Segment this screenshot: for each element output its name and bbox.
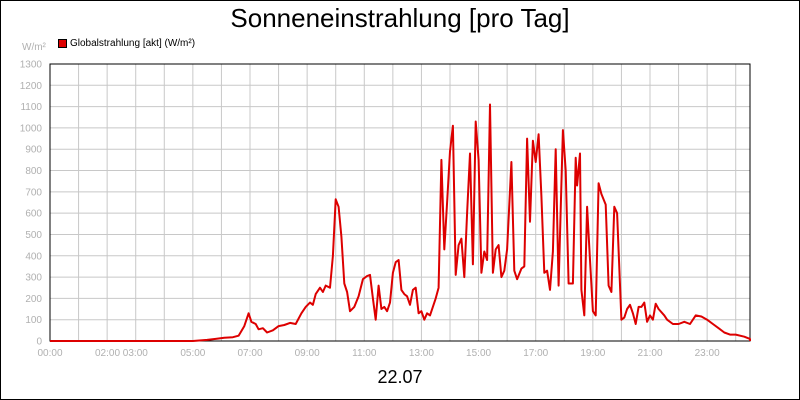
y-tick-label: 1200	[20, 81, 43, 92]
x-tick-label: 15:00	[466, 348, 491, 359]
y-tick-label: 600	[25, 209, 42, 220]
x-tick-label: 11:00	[352, 348, 377, 359]
chart-title: Sonneneinstrahlung [pro Tag]	[230, 3, 570, 33]
y-tick-label: 0	[36, 337, 42, 348]
x-tick-label: 07:00	[237, 348, 262, 359]
legend-label: Globalstrahlung [akt] (W/m²)	[70, 38, 196, 49]
legend: Globalstrahlung [akt] (W/m²)	[58, 38, 195, 49]
x-tick-label: 00:00	[37, 348, 62, 359]
x-tick-label: 19:00	[580, 348, 605, 359]
y-tick-label: 800	[25, 166, 42, 177]
x-tick-label: 17:00	[523, 348, 548, 359]
x-tick-label: 02:00 03:00	[95, 348, 148, 359]
y-tick-label: 300	[25, 273, 42, 284]
y-tick-label: 100	[25, 315, 42, 326]
y-tick-label: 500	[25, 230, 42, 241]
plot-border	[49, 63, 751, 342]
x-tick-label: 09:00	[295, 348, 320, 359]
x-axis-label: 22.07	[377, 367, 423, 387]
x-tick-label: 23:00	[695, 348, 720, 359]
series-line	[50, 103, 751, 342]
y-tick-label: 700	[25, 187, 42, 198]
y-tick-label: 1000	[20, 123, 43, 134]
y-tick-label: 400	[25, 251, 42, 262]
y-tick-label: 900	[25, 145, 42, 156]
x-tick-label: 13:00	[409, 348, 434, 359]
y-tick-label: 200	[25, 294, 42, 305]
x-tick-label: 21:00	[637, 348, 662, 359]
unit-label: W/m²	[22, 42, 46, 53]
y-tick-label: 1300	[20, 60, 43, 71]
x-tick-label: 05:00	[180, 348, 205, 359]
legend-swatch	[58, 39, 67, 48]
y-tick-label: 1100	[20, 102, 42, 113]
